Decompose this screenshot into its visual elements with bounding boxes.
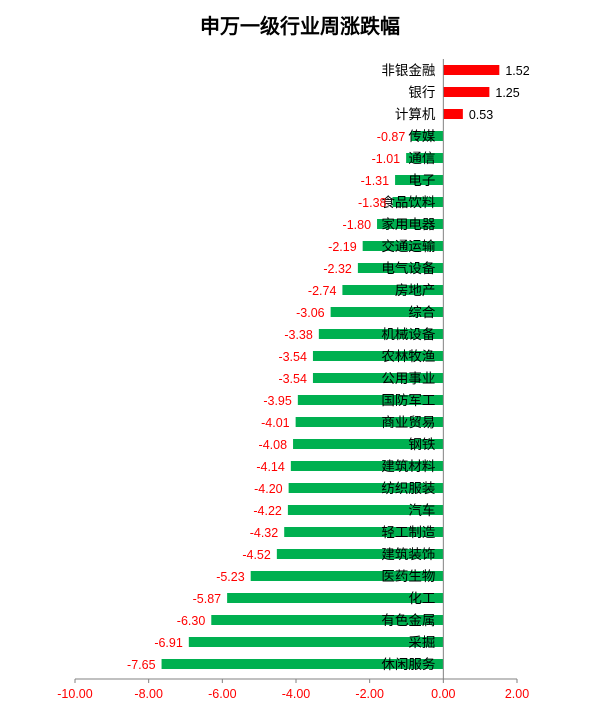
bar bbox=[287, 505, 444, 515]
tick-label: -4.00 bbox=[282, 687, 311, 701]
value-label: -4.20 bbox=[254, 482, 283, 496]
value-label: -1.80 bbox=[343, 218, 372, 232]
bar bbox=[297, 395, 444, 405]
category-label: 电子 bbox=[408, 173, 435, 189]
category-label: 医药生物 bbox=[381, 569, 435, 585]
bar bbox=[312, 373, 444, 383]
bar bbox=[188, 637, 444, 647]
category-label: 食品饮料 bbox=[381, 194, 435, 211]
value-label: -3.54 bbox=[278, 372, 307, 386]
category-label: 非银金融 bbox=[381, 63, 435, 79]
bar bbox=[276, 549, 444, 559]
value-label: 0.53 bbox=[469, 108, 493, 122]
category-label: 交通运输 bbox=[381, 238, 435, 255]
bar bbox=[318, 329, 444, 339]
value-label: -7.65 bbox=[127, 658, 156, 672]
bar bbox=[443, 87, 490, 97]
x-axis: -10.00 -8.00 -6.00 -4.00 -2.00 0.00 2.00 bbox=[57, 59, 529, 701]
category-label: 建筑装饰 bbox=[381, 547, 435, 563]
bar bbox=[295, 417, 444, 427]
tick-label: -10.00 bbox=[57, 687, 92, 701]
value-label: -2.74 bbox=[308, 284, 337, 298]
bar bbox=[443, 109, 463, 119]
category-label: 机械设备 bbox=[381, 326, 435, 343]
tick-label: -8.00 bbox=[134, 687, 163, 701]
value-label: -1.01 bbox=[372, 152, 401, 166]
value-label: -4.22 bbox=[253, 504, 282, 518]
bar bbox=[377, 219, 444, 229]
category-label: 采掘 bbox=[408, 635, 435, 651]
category-label: 家用电器 bbox=[381, 216, 435, 233]
tick-label: 2.00 bbox=[505, 687, 529, 701]
tick-label: 0.00 bbox=[431, 687, 455, 701]
bar bbox=[284, 527, 444, 537]
category-label: 纺织服装 bbox=[381, 481, 435, 497]
category-label: 国防军工 bbox=[381, 393, 435, 409]
bar bbox=[411, 131, 444, 141]
value-label: -6.91 bbox=[154, 636, 183, 650]
value-label: 1.52 bbox=[505, 64, 529, 78]
value-label: -1.38 bbox=[358, 196, 387, 210]
tick-label: -2.00 bbox=[355, 687, 384, 701]
bar bbox=[293, 439, 444, 449]
value-label: -3.38 bbox=[284, 328, 313, 342]
category-label: 有色金属 bbox=[381, 612, 435, 629]
value-label: -5.23 bbox=[216, 570, 245, 584]
bar bbox=[406, 153, 444, 163]
value-label: -6.30 bbox=[177, 614, 206, 628]
value-label: -0.87 bbox=[377, 130, 406, 144]
category-label: 电气设备 bbox=[381, 260, 435, 277]
bar bbox=[392, 197, 444, 207]
category-label: 钢铁 bbox=[408, 437, 435, 453]
bar bbox=[357, 263, 444, 273]
value-label: -2.32 bbox=[323, 262, 352, 276]
category-label: 商业贸易 bbox=[381, 415, 435, 431]
bar bbox=[312, 351, 444, 361]
value-label: -2.19 bbox=[328, 240, 357, 254]
category-label: 银行 bbox=[408, 85, 435, 101]
category-label: 综合 bbox=[408, 305, 435, 321]
value-label: -5.87 bbox=[193, 592, 222, 606]
value-label: -3.06 bbox=[296, 306, 325, 320]
value-label: -4.52 bbox=[242, 548, 271, 562]
category-label: 建筑材料 bbox=[381, 459, 435, 475]
chart-title: 申万一级行业周涨跌幅 bbox=[200, 14, 400, 38]
value-label: -1.31 bbox=[361, 174, 390, 188]
category-label: 计算机 bbox=[395, 107, 436, 123]
category-label: 休闲服务 bbox=[381, 657, 435, 673]
bar bbox=[443, 65, 500, 75]
bar bbox=[342, 285, 444, 295]
bar bbox=[211, 615, 444, 625]
tick-label: -6.00 bbox=[208, 687, 237, 701]
bar bbox=[330, 307, 444, 317]
bar bbox=[395, 175, 444, 185]
category-label: 公用事业 bbox=[381, 371, 435, 387]
value-label: -3.54 bbox=[278, 350, 307, 364]
category-label: 农林牧渔 bbox=[381, 349, 435, 365]
category-label: 汽车 bbox=[408, 502, 435, 519]
bar bbox=[250, 571, 444, 581]
category-label: 化工 bbox=[408, 591, 435, 607]
category-label: 房地产 bbox=[395, 283, 436, 299]
bar bbox=[288, 483, 444, 493]
value-label: -4.14 bbox=[256, 460, 285, 474]
category-label: 通信 bbox=[408, 151, 435, 167]
category-label: 轻工制造 bbox=[381, 525, 435, 541]
value-label: -3.95 bbox=[263, 394, 292, 408]
value-label: -4.32 bbox=[250, 526, 279, 540]
bar bbox=[362, 241, 444, 251]
bar bbox=[227, 593, 444, 603]
value-label: 1.25 bbox=[495, 86, 519, 100]
value-label: -4.01 bbox=[261, 416, 290, 430]
value-label: -4.08 bbox=[259, 438, 288, 452]
category-label: 传媒 bbox=[408, 129, 435, 145]
bar bbox=[161, 659, 444, 669]
bar bbox=[290, 461, 444, 471]
